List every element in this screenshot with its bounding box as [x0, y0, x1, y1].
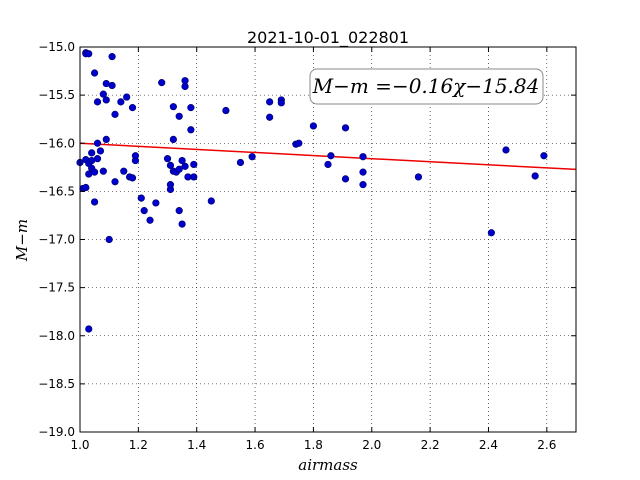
data-point — [178, 156, 186, 165]
data-point — [181, 82, 189, 91]
data-points — [76, 49, 548, 333]
data-point — [85, 50, 93, 58]
x-tick-label: 1.8 — [304, 438, 323, 452]
data-point — [166, 181, 175, 189]
annotation-box — [309, 68, 544, 105]
data-point — [190, 173, 198, 181]
data-point — [324, 160, 332, 169]
data-point — [131, 152, 140, 160]
data-point — [266, 98, 274, 106]
data-point — [137, 194, 145, 202]
data-point — [190, 160, 198, 169]
data-point — [88, 149, 96, 157]
x-axis-label: airmass — [298, 456, 358, 474]
data-point — [117, 98, 125, 106]
data-point — [187, 104, 195, 112]
data-point — [169, 135, 177, 143]
data-point — [531, 172, 539, 180]
data-point — [187, 126, 195, 134]
y-tick-label: −16.0 — [38, 136, 75, 150]
data-point — [128, 174, 137, 182]
data-point — [90, 198, 99, 206]
data-point — [93, 98, 102, 106]
data-point — [175, 112, 183, 120]
x-tick-label: 1.2 — [129, 438, 148, 452]
x-tick-label: 2.0 — [362, 438, 381, 452]
y-tick-label: −19.0 — [38, 425, 75, 439]
data-point — [327, 152, 335, 160]
x-tick-label: 1.6 — [246, 438, 265, 452]
data-point — [359, 168, 367, 176]
data-point — [277, 99, 285, 107]
data-point — [266, 113, 274, 121]
data-point — [108, 53, 116, 61]
data-point — [181, 162, 189, 170]
data-point — [163, 155, 172, 163]
data-point — [359, 181, 367, 189]
data-point — [102, 96, 110, 104]
x-tick-label: 2.4 — [479, 438, 498, 452]
data-point — [140, 207, 148, 215]
data-point — [96, 147, 105, 155]
data-point — [295, 139, 303, 147]
x-tick-label: 2.2 — [421, 438, 440, 452]
data-point — [341, 175, 350, 183]
data-point — [540, 152, 548, 160]
y-tick-label: −15.5 — [38, 88, 75, 102]
x-tick-label: 1.0 — [70, 438, 89, 452]
x-tick-label: 1.4 — [187, 438, 206, 452]
x-tick-label: 2.6 — [537, 438, 556, 452]
data-point — [175, 207, 183, 215]
axis-ticks: 1.0 1.2 1.4 1.6 1.8 2.0 2.2 2.4 2.6 −15.0 −15.5 −16… — [38, 40, 576, 452]
data-point — [158, 79, 166, 87]
data-point — [236, 158, 245, 167]
data-point — [90, 168, 99, 176]
data-point — [128, 104, 137, 112]
data-point — [105, 235, 113, 244]
data-point — [152, 199, 160, 207]
data-point — [102, 135, 110, 143]
data-point — [309, 122, 318, 130]
y-tick-label: −17.5 — [38, 281, 75, 295]
y-tick-label: −16.5 — [38, 184, 75, 198]
data-point — [85, 325, 93, 333]
data-point — [248, 153, 256, 161]
y-axis-label: M−m — [13, 219, 31, 262]
data-point — [175, 165, 183, 173]
chart-title: 2021-10-01_022801 — [247, 28, 409, 48]
data-point — [99, 167, 107, 175]
data-point — [111, 178, 119, 186]
data-point — [166, 161, 175, 169]
data-point — [341, 124, 350, 132]
data-point — [108, 81, 116, 90]
data-point — [99, 90, 107, 98]
data-point — [222, 106, 230, 115]
y-tick-label: −17.0 — [38, 233, 75, 247]
data-point — [178, 220, 186, 228]
data-point — [111, 110, 119, 118]
fit-annotation: M−m =−0.16χ−15.84 — [309, 68, 544, 105]
data-point — [146, 216, 154, 224]
data-point — [487, 229, 495, 237]
data-point — [414, 173, 423, 181]
y-tick-label: −15.0 — [38, 40, 75, 54]
data-point — [123, 93, 131, 101]
data-point — [359, 153, 367, 161]
y-tick-label: −18.5 — [38, 377, 75, 391]
data-point — [90, 69, 99, 77]
data-point — [82, 183, 90, 192]
data-point — [207, 197, 215, 205]
fit-equation: M−m =−0.16χ−15.84 — [312, 74, 540, 98]
data-point — [502, 146, 510, 154]
data-point — [93, 139, 102, 147]
data-point — [120, 167, 128, 175]
data-point — [169, 103, 177, 111]
y-tick-label: −18.0 — [38, 329, 75, 343]
data-point — [93, 155, 102, 163]
